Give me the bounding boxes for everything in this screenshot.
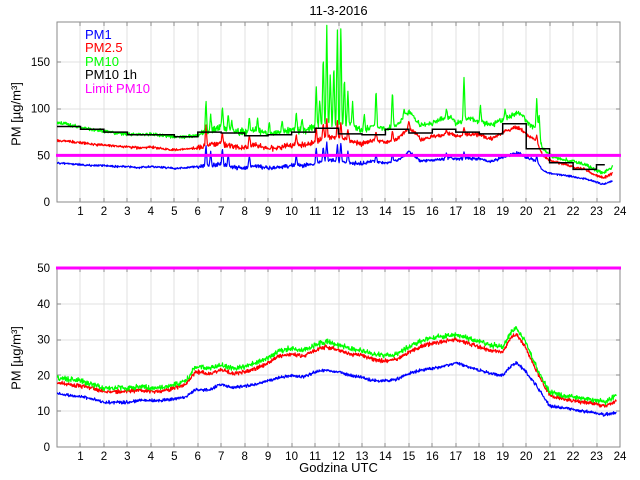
svg-text:50: 50 — [37, 150, 50, 162]
series-pm2-5 — [57, 333, 617, 408]
svg-text:23: 23 — [590, 206, 603, 218]
svg-text:13: 13 — [356, 206, 369, 218]
plot-bottom: 1 2 3 4 5 6 7 8 9 10 11 12 13 14 15 16 17 18 19 20 21 22 23 240… — [37, 263, 627, 463]
legend-item-pm10: PM10 — [85, 53, 119, 69]
svg-text:2: 2 — [101, 451, 107, 463]
svg-text:5: 5 — [171, 206, 177, 218]
svg-text:17: 17 — [449, 206, 462, 218]
y-axis-label-top: PM [µg/m³] — [8, 82, 24, 146]
series-pm1 — [57, 141, 613, 186]
svg-text:24: 24 — [614, 451, 627, 463]
legend-item-pm1: PM1 — [85, 27, 112, 42]
svg-text:20: 20 — [520, 451, 533, 463]
svg-text:12: 12 — [332, 451, 345, 463]
tick-labels: 1 2 3 4 5 6 7 8 9 10 11 12 13 14 15 16 17 18 19 20 21 22 23 240… — [31, 57, 627, 218]
series-group — [57, 326, 617, 417]
svg-text:10: 10 — [37, 406, 50, 418]
svg-text:4: 4 — [148, 206, 155, 218]
y-axis-label-bottom: PM [µg/m³] — [8, 326, 24, 390]
svg-text:3: 3 — [124, 206, 130, 218]
svg-text:10: 10 — [285, 451, 298, 463]
plot-top: 1 2 3 4 5 6 7 8 9 10 11 12 13 14 15 16 17 18 19 20 21 22 23 240… — [31, 21, 627, 218]
svg-text:22: 22 — [567, 206, 580, 218]
series-pm1 — [57, 361, 617, 417]
svg-text:0: 0 — [44, 197, 50, 209]
svg-text:15: 15 — [402, 451, 415, 463]
svg-text:20: 20 — [520, 206, 533, 218]
series-pm2-5 — [57, 118, 614, 179]
svg-text:18: 18 — [473, 206, 486, 218]
svg-text:21: 21 — [543, 206, 556, 218]
svg-text:14: 14 — [379, 451, 392, 463]
svg-text:2: 2 — [101, 206, 107, 218]
svg-text:24: 24 — [614, 206, 627, 218]
svg-text:1: 1 — [77, 451, 83, 463]
svg-text:9: 9 — [265, 206, 271, 218]
legend-item-pm2-5: PM2.5 — [85, 40, 123, 56]
svg-text:17: 17 — [449, 451, 462, 463]
svg-text:18: 18 — [473, 451, 486, 463]
svg-text:16: 16 — [426, 206, 439, 218]
chart-title: 11-3-2016 — [309, 3, 368, 18]
series-pm10-1h — [57, 122, 605, 171]
svg-text:50: 50 — [37, 263, 50, 275]
tick-labels: 1 2 3 4 5 6 7 8 9 10 11 12 13 14 15 16 17 18 19 20 21 22 23 240… — [37, 263, 627, 463]
svg-text:1: 1 — [77, 206, 83, 218]
grid-lines — [57, 268, 620, 447]
svg-text:4: 4 — [148, 451, 155, 463]
svg-text:13: 13 — [356, 451, 369, 463]
x-axis-label: Godzina UTC — [299, 460, 378, 475]
svg-text:5: 5 — [171, 451, 177, 463]
legend-item-pm10-1h: PM10 1h — [85, 67, 138, 83]
axis-box — [56, 21, 621, 203]
svg-text:150: 150 — [31, 57, 50, 69]
series-pm10 — [57, 24, 614, 175]
svg-text:8: 8 — [241, 206, 247, 218]
svg-text:23: 23 — [590, 451, 603, 463]
legend: PM1 PM2.5 PM10 PM10 1h Limit PM10 — [85, 28, 150, 95]
series-group — [57, 24, 614, 186]
svg-text:0: 0 — [44, 442, 50, 454]
svg-text:20: 20 — [37, 370, 50, 382]
svg-text:40: 40 — [37, 299, 50, 311]
svg-text:8: 8 — [241, 451, 247, 463]
series-pm10 — [57, 326, 617, 406]
svg-text:12: 12 — [332, 206, 345, 218]
svg-text:22: 22 — [567, 451, 580, 463]
svg-text:7: 7 — [218, 451, 224, 463]
svg-text:15: 15 — [402, 206, 415, 218]
legend-item-limit-pm10: Limit PM10 — [85, 80, 151, 96]
svg-text:10: 10 — [285, 206, 298, 218]
svg-text:16: 16 — [426, 451, 439, 463]
svg-text:30: 30 — [37, 335, 50, 347]
svg-text:19: 19 — [496, 206, 509, 218]
svg-text:7: 7 — [218, 206, 224, 218]
svg-text:100: 100 — [31, 104, 50, 116]
svg-text:6: 6 — [195, 451, 201, 463]
svg-text:11: 11 — [309, 206, 321, 218]
svg-text:3: 3 — [124, 451, 130, 463]
svg-text:14: 14 — [379, 206, 392, 218]
svg-text:6: 6 — [195, 206, 201, 218]
svg-text:21: 21 — [543, 451, 556, 463]
svg-text:9: 9 — [265, 451, 271, 463]
svg-text:11: 11 — [309, 451, 321, 463]
svg-text:19: 19 — [496, 451, 509, 463]
